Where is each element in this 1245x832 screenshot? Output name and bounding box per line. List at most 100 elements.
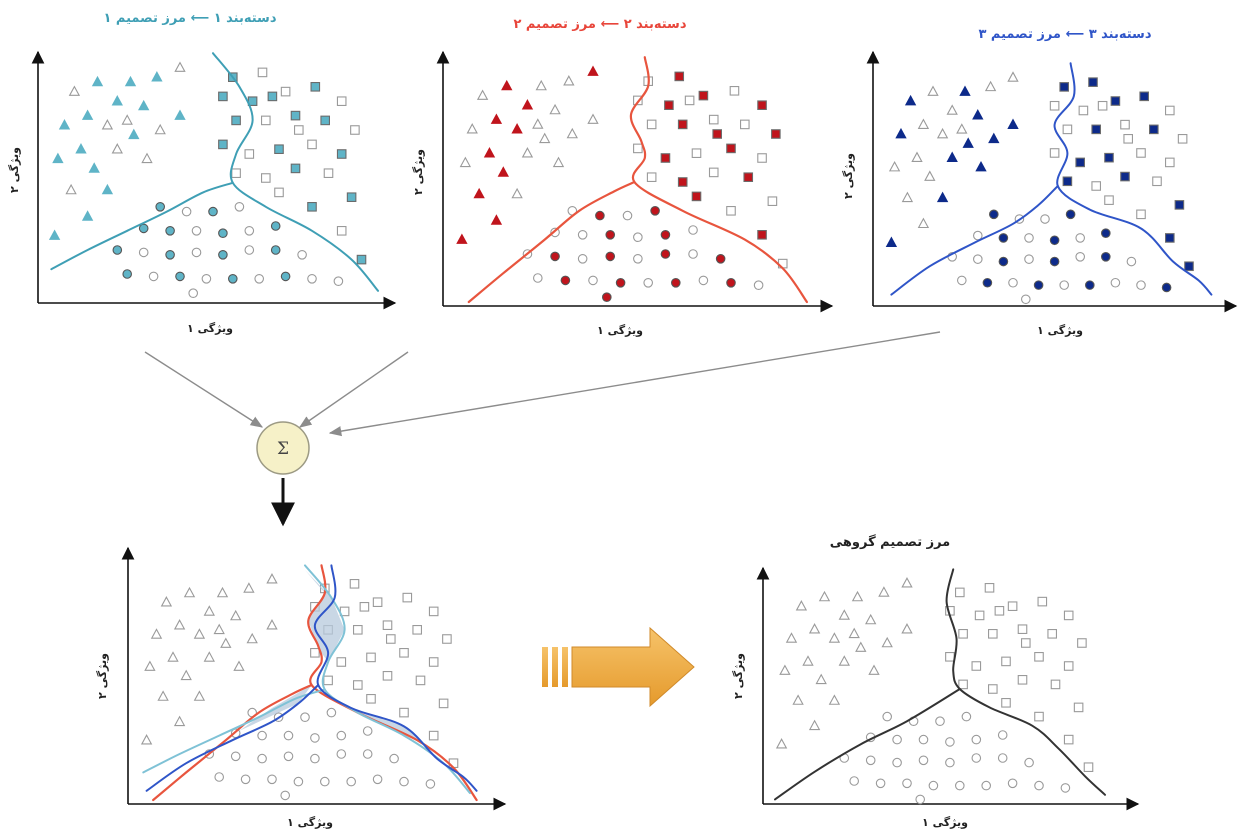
circle-marker bbox=[234, 202, 245, 212]
square-marker bbox=[1020, 638, 1031, 648]
triangle-marker bbox=[563, 75, 575, 86]
square-marker bbox=[1165, 233, 1175, 243]
circle-marker bbox=[1024, 233, 1034, 243]
square-marker bbox=[660, 153, 671, 163]
circle-marker bbox=[191, 247, 202, 258]
square-marker bbox=[1034, 711, 1044, 722]
square-marker bbox=[1047, 628, 1057, 639]
circle-marker bbox=[254, 273, 265, 284]
panel3-title-classifier: دسته‌بند ۳ bbox=[1089, 27, 1152, 42]
triangle-marker bbox=[532, 118, 544, 129]
triangle-marker bbox=[808, 623, 821, 634]
circle-marker bbox=[961, 711, 972, 722]
square-marker bbox=[366, 652, 376, 663]
triangle-marker bbox=[140, 734, 153, 745]
circle-marker bbox=[726, 277, 736, 288]
decision-boundary-3 bbox=[890, 185, 1059, 296]
square-marker bbox=[280, 86, 291, 97]
square-marker bbox=[945, 651, 955, 662]
triangle-marker bbox=[174, 109, 186, 120]
triangle-marker bbox=[888, 160, 901, 172]
square-marker bbox=[698, 90, 709, 101]
circle-marker bbox=[972, 230, 983, 241]
square-marker bbox=[274, 144, 284, 154]
square-marker bbox=[1091, 181, 1101, 191]
triangle-marker bbox=[792, 694, 804, 705]
triangle-marker bbox=[917, 217, 930, 229]
circle-marker bbox=[1007, 778, 1018, 789]
triangle-marker bbox=[216, 586, 229, 598]
square-marker bbox=[1184, 261, 1194, 272]
circle-marker bbox=[1075, 251, 1085, 262]
square-marker bbox=[346, 192, 357, 202]
triangle-marker bbox=[975, 160, 987, 172]
circle-marker bbox=[971, 734, 982, 745]
circle-marker bbox=[1126, 256, 1137, 267]
x-axis-label: ویژگی ۱ bbox=[287, 816, 333, 829]
circle-marker bbox=[1021, 294, 1031, 305]
square-marker bbox=[1062, 176, 1073, 187]
triangle-marker bbox=[68, 85, 81, 96]
triangle-marker bbox=[855, 641, 867, 652]
square-marker bbox=[218, 139, 228, 150]
triangle-marker bbox=[539, 132, 551, 144]
circle-marker bbox=[244, 245, 255, 255]
circle-marker bbox=[1101, 251, 1111, 262]
triangle-marker bbox=[552, 156, 565, 168]
circle-marker bbox=[998, 256, 1009, 267]
triangle-marker bbox=[881, 636, 893, 648]
triangle-marker bbox=[193, 690, 206, 701]
triangle-marker bbox=[144, 660, 156, 671]
square-marker bbox=[310, 82, 321, 92]
triangle-marker bbox=[160, 596, 173, 607]
panel2-title-classifier: دسته‌بند ۲ bbox=[624, 17, 687, 32]
triangle-marker bbox=[851, 590, 864, 602]
circle-marker bbox=[300, 712, 310, 723]
y-axis-label: ویژگی ۲ bbox=[96, 653, 109, 699]
square-marker bbox=[218, 91, 228, 102]
triangle-marker bbox=[213, 623, 225, 635]
triangle-marker bbox=[456, 233, 468, 244]
triangle-marker bbox=[566, 127, 578, 139]
circle-marker bbox=[532, 273, 543, 283]
circle-marker bbox=[122, 269, 132, 279]
triangle-marker bbox=[490, 113, 503, 124]
circle-marker bbox=[1136, 280, 1146, 290]
square-marker bbox=[336, 149, 347, 159]
circle-marker bbox=[715, 253, 726, 264]
circle-marker bbox=[230, 751, 241, 762]
triangle-marker bbox=[587, 65, 599, 76]
circle-marker bbox=[346, 776, 357, 787]
square-marker bbox=[729, 86, 740, 96]
square-marker bbox=[646, 119, 657, 130]
circle-marker bbox=[605, 230, 616, 240]
circle-marker bbox=[954, 780, 965, 791]
square-marker bbox=[726, 206, 736, 216]
circle-marker bbox=[650, 206, 660, 216]
circle-marker bbox=[372, 774, 383, 785]
circle-marker bbox=[310, 753, 320, 764]
square-marker bbox=[984, 582, 995, 593]
circle-marker bbox=[1085, 280, 1095, 290]
triangle-marker bbox=[785, 632, 798, 643]
triangle-marker bbox=[233, 660, 245, 671]
combined-boundary-3 bbox=[145, 684, 320, 792]
square-marker bbox=[1110, 96, 1121, 106]
circle-marker bbox=[389, 753, 399, 764]
square-marker bbox=[1083, 762, 1094, 773]
square-marker bbox=[1063, 734, 1074, 745]
triangle-marker bbox=[885, 236, 898, 247]
circle-marker bbox=[112, 245, 123, 255]
square-marker bbox=[633, 95, 643, 106]
circle-marker bbox=[310, 733, 320, 743]
circle-marker bbox=[633, 232, 643, 242]
square-marker bbox=[385, 634, 396, 644]
square-marker bbox=[633, 143, 643, 154]
square-marker bbox=[372, 597, 383, 608]
square-marker bbox=[1136, 148, 1146, 158]
triangle-marker bbox=[1007, 71, 1019, 82]
circle-marker bbox=[605, 251, 616, 262]
triangle-marker bbox=[808, 719, 821, 731]
square-marker bbox=[307, 139, 317, 150]
circle-marker bbox=[972, 254, 983, 264]
